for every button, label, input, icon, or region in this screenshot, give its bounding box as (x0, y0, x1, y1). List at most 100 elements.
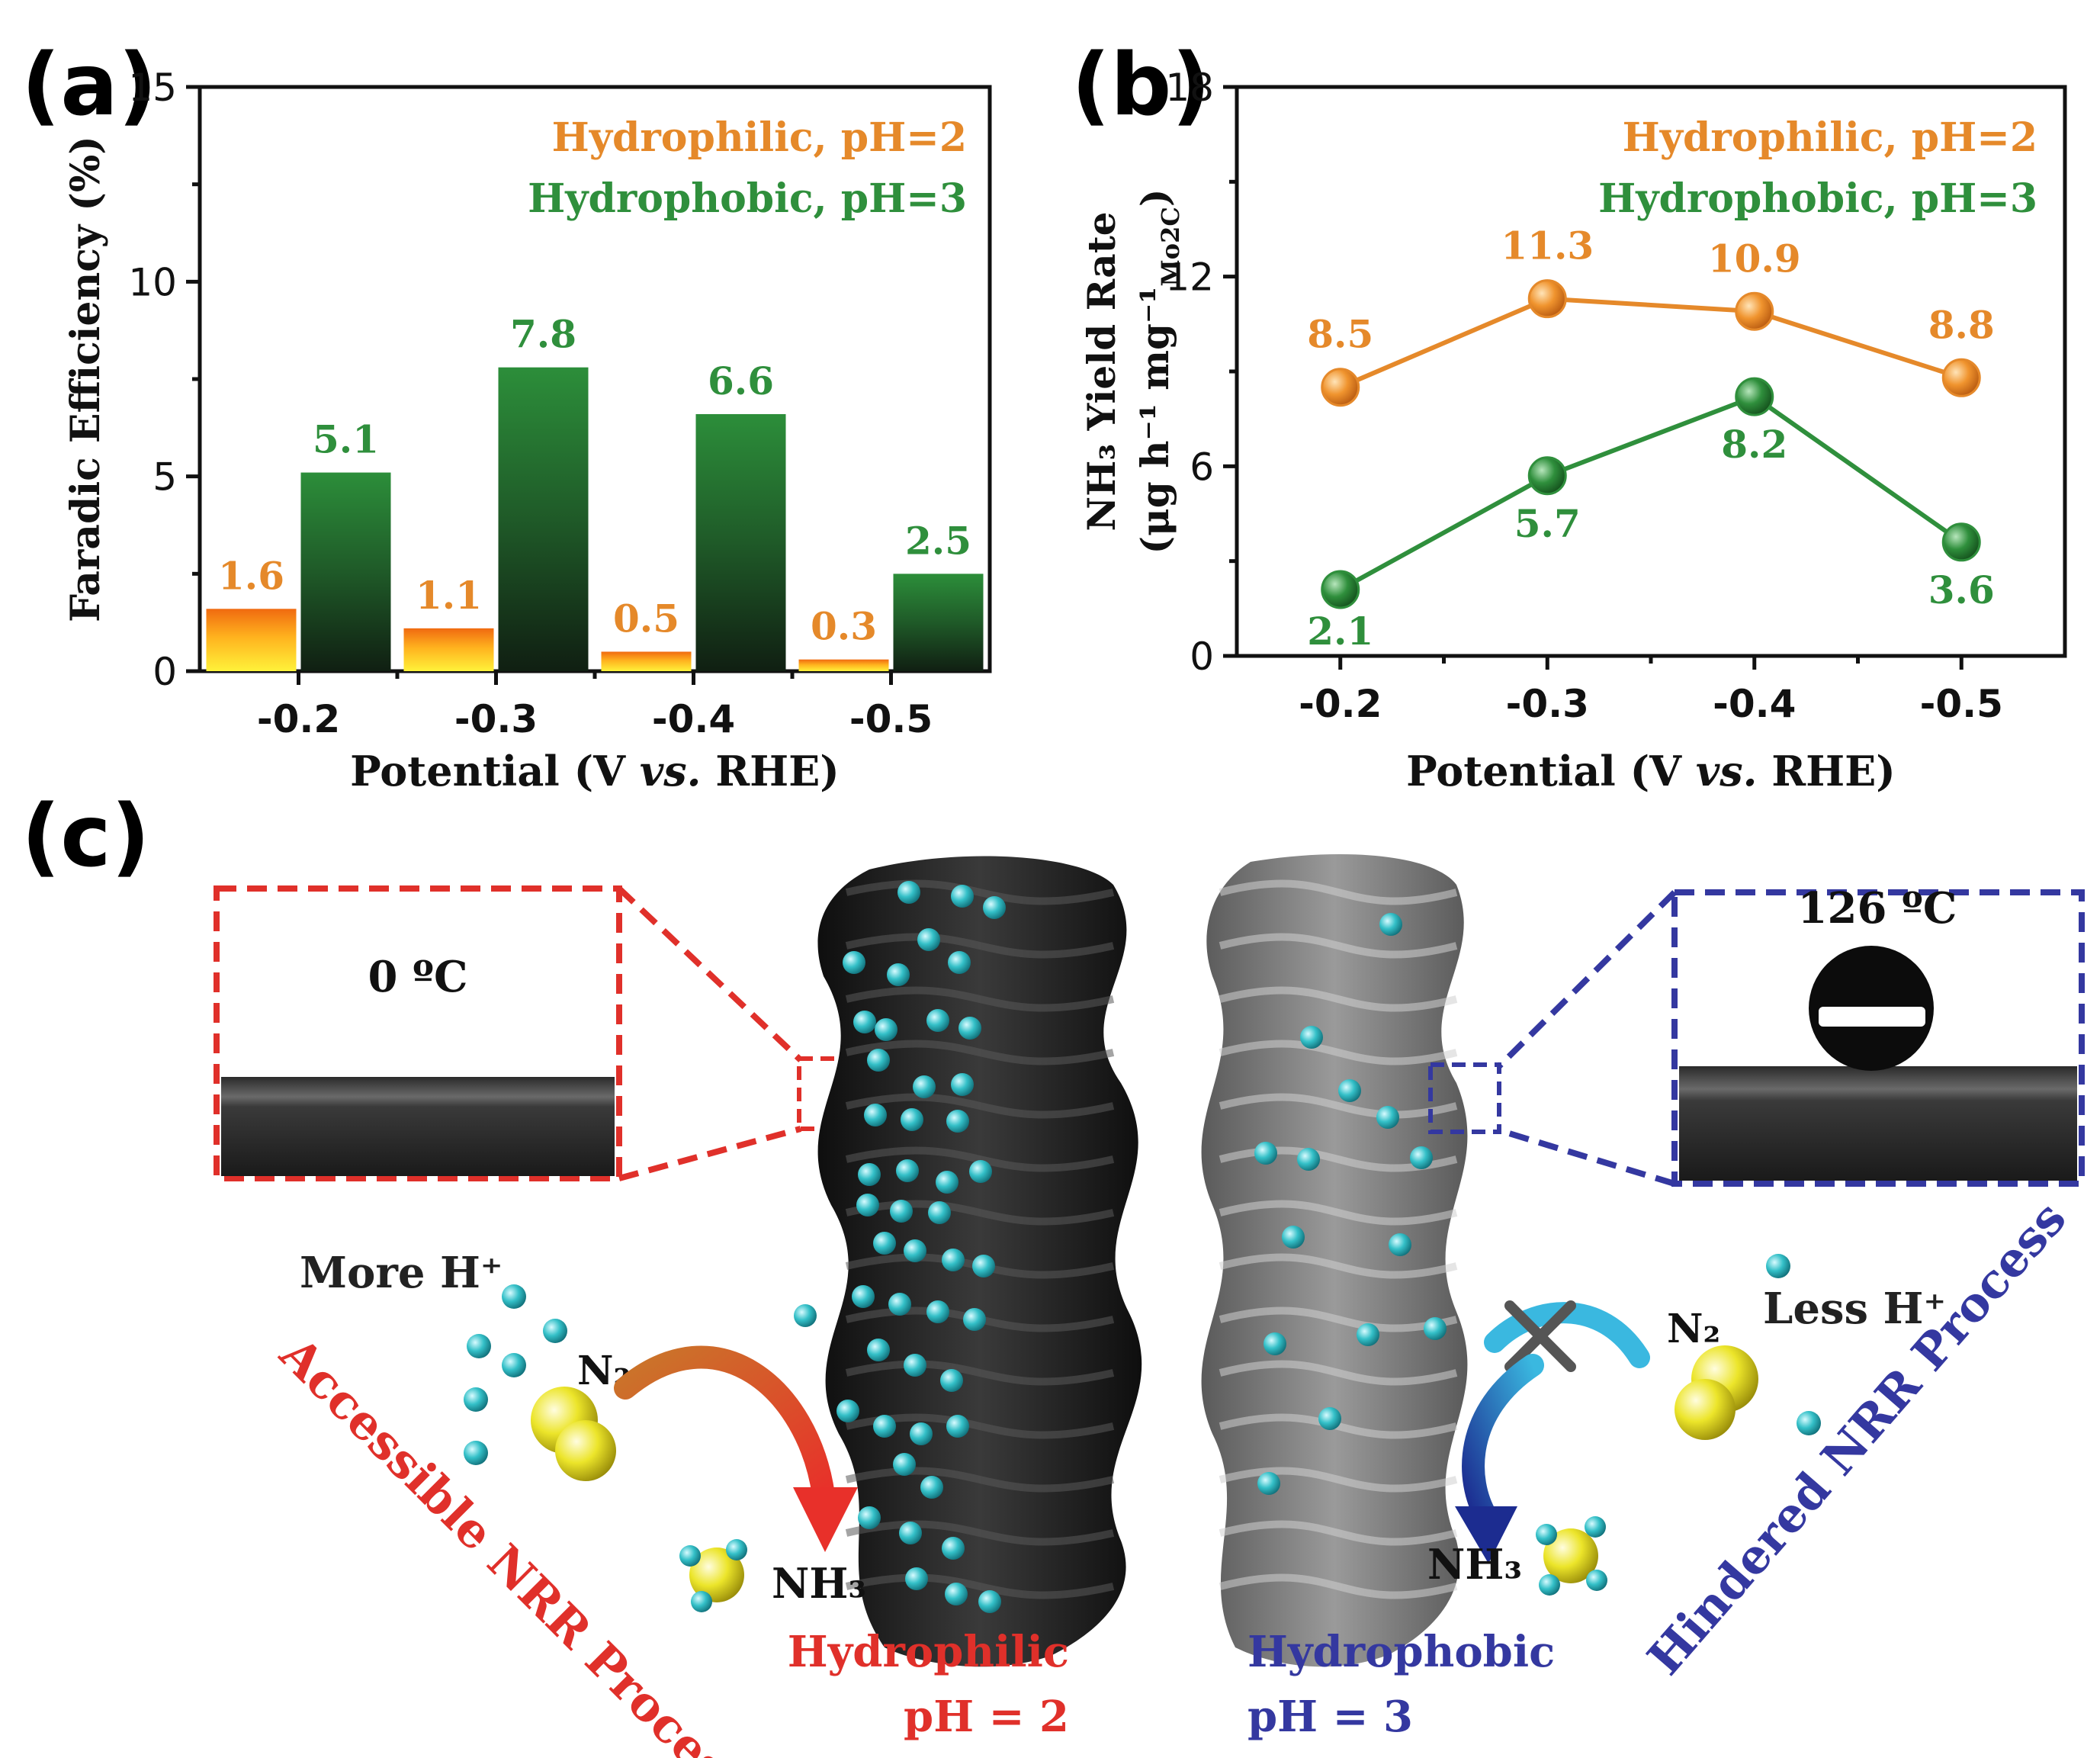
proton-dot (1264, 1332, 1286, 1355)
proton-dot (946, 1110, 969, 1133)
y-tick-label-a: 10 (128, 260, 177, 304)
left-nh3-label: NH₃ (772, 1559, 866, 1608)
proton-dot (940, 1369, 963, 1392)
legend-hydrophobic-a: Hydrophobic, pH=3 (528, 175, 967, 222)
proton-dot (972, 1255, 995, 1278)
proton-dot (910, 1422, 933, 1445)
data-label-hydrophobic: 2.5 (905, 518, 971, 563)
proton-dot (1318, 1407, 1341, 1430)
proton-dot (856, 1194, 879, 1216)
data-label-hydrophobic: 6.6 (708, 358, 774, 403)
proton-dot (858, 1506, 881, 1529)
left-zoom-line-bottom (618, 1126, 802, 1181)
panel-label-b: (b) (1071, 36, 1211, 135)
weave-strand (845, 1360, 1115, 1386)
right-zoom-line-top (1497, 890, 1677, 1069)
right-zoom-line-bottom (1498, 1127, 1676, 1187)
x-tick-label-b: -0.5 (1920, 682, 2003, 726)
y-tick-label-b: 0 (1190, 635, 1214, 679)
hydrophobic-cloth (1201, 854, 1468, 1667)
y-tick-label-a: 15 (128, 66, 177, 110)
proton-dot (928, 1201, 951, 1224)
marker-hydrophilic (1321, 368, 1360, 407)
weave-strand (1219, 1360, 1458, 1386)
bar-hydrophobic (300, 472, 391, 671)
proton-dot (867, 1049, 890, 1072)
data-label-hydrophobic: 2.1 (1307, 609, 1373, 654)
proton-dot (864, 1104, 887, 1126)
right-n2-label: N₂ (1667, 1306, 1720, 1352)
proton-dot (920, 1476, 943, 1499)
right-inset: 126 ºC (1428, 883, 2085, 1187)
proton-dot (1389, 1233, 1411, 1256)
left-inset-temp: 0 ºC (368, 952, 467, 1002)
bar-hydrophilic (798, 659, 889, 671)
chart-a-faradic-efficiency: (a) 0 5 10 15 Faradic Efficiency (%) -0.2 1.6 5… (21, 36, 992, 795)
hydrophilic-cloth-weave (845, 879, 1115, 1599)
bar-hydrophilic (206, 609, 297, 671)
proton-dot (1410, 1146, 1433, 1169)
data-label-hydrophilic: 10.9 (1708, 236, 1801, 281)
hydrophobic-label: Hydrophobic (1247, 1627, 1555, 1677)
proton-dot (1297, 1148, 1320, 1171)
weave-strand (845, 1467, 1115, 1493)
weave-strand (845, 1520, 1115, 1546)
proton-dot (1376, 1106, 1399, 1129)
x-axis-label-a: Potential (V vs. RHE) (350, 747, 840, 795)
proton-dot (852, 1285, 875, 1308)
marker-hydrophobic (1527, 456, 1567, 496)
weave-strand (845, 986, 1115, 1012)
left-nh3-molecule (679, 1539, 747, 1612)
proton-dot (983, 896, 1006, 919)
right-proton (1766, 1254, 1790, 1278)
data-label-hydrophilic: 1.1 (416, 573, 482, 618)
hydrophobic-cloth-body (1201, 854, 1468, 1667)
proton-dot (1300, 1026, 1323, 1049)
proton-dot (904, 1239, 926, 1262)
weave-strand (1219, 1200, 1458, 1226)
proton-dot (1379, 913, 1402, 936)
series-line-hydrophobic (1339, 394, 1963, 592)
hydrophobic-proton-dots (1254, 913, 1447, 1495)
proton-dot (853, 1011, 876, 1033)
proton-dot (893, 1453, 916, 1476)
proton-dot (926, 1009, 949, 1032)
x-tick-label-a: -0.3 (454, 697, 538, 741)
schematic-c: (c) 0 ºC (21, 787, 2085, 1758)
proton-dot (836, 1400, 859, 1422)
proton-dot (948, 951, 971, 974)
weave-strand (845, 879, 1115, 905)
proton-dot (1338, 1079, 1361, 1102)
weave-strand (1219, 1467, 1458, 1493)
weave-strand (845, 1146, 1115, 1172)
weave-strand (1219, 933, 1458, 959)
data-label-hydrophilic: 0.5 (613, 596, 679, 641)
proton-dot (1282, 1226, 1305, 1249)
proton-dot (1254, 1142, 1277, 1165)
data-label-hydrophilic: 11.3 (1501, 223, 1594, 268)
proton-dot (873, 1415, 896, 1438)
left-inset: 0 ºC (214, 885, 870, 1181)
marker-hydrophilic (1941, 358, 1981, 397)
legend-hydrophilic-a: Hydrophilic, pH=2 (552, 114, 967, 161)
x-axis-label-b: Potential (V vs. RHE) (1406, 747, 1896, 795)
right-zoom-box (1428, 1062, 1501, 1134)
hydrophobic-ph-label: pH = 3 (1247, 1692, 1413, 1742)
x-axis-label-b-part: Potential (V (1406, 747, 1696, 795)
weave-strand (1219, 986, 1458, 1012)
marker-hydrophobic (1941, 522, 1981, 562)
panel-label-a: (a) (21, 36, 157, 135)
proton-dot (905, 1567, 928, 1590)
proton-dot (945, 1583, 968, 1605)
proton-dot (951, 885, 974, 908)
proton-dot (917, 928, 940, 951)
less-h-label: Less H⁺ (1763, 1284, 1946, 1334)
left-proton-cluster (464, 1284, 567, 1465)
proton-dot (963, 1308, 986, 1331)
data-label-hydrophobic: 5.1 (313, 417, 379, 462)
x-tick-label-b: -0.3 (1506, 682, 1589, 726)
marker-hydrophobic (1735, 377, 1774, 416)
proton-dot (888, 1293, 911, 1316)
y-axis-label-b-line1: NH₃ Yield Rate (1079, 211, 1124, 531)
proton-dot (942, 1537, 965, 1560)
